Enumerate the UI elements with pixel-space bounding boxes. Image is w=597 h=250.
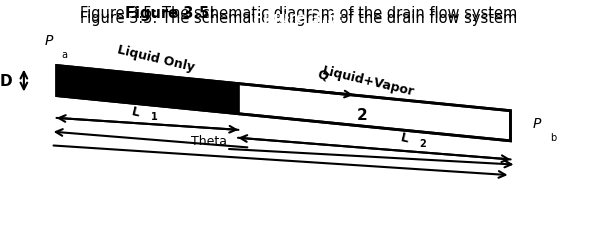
Text: Figure 3.5: The schematic diagram of the drain flow system: Figure 3.5: The schematic diagram of the… <box>80 11 517 26</box>
Text: P: P <box>533 117 541 131</box>
Text: b: b <box>550 132 556 142</box>
Polygon shape <box>57 66 238 114</box>
Text: Figure 3.5:: Figure 3.5: <box>125 6 215 21</box>
Text: Figure 3.5:: Figure 3.5: <box>254 11 343 26</box>
Text: L: L <box>130 104 141 119</box>
Text: Liquid+Vapor: Liquid+Vapor <box>321 64 416 99</box>
Text: 2: 2 <box>419 138 426 148</box>
Text: Q: Q <box>316 68 330 83</box>
Text: D: D <box>0 74 13 89</box>
Text: a: a <box>61 50 67 60</box>
Text: Theta: Theta <box>191 134 227 147</box>
Text: L: L <box>399 130 410 145</box>
Text: 2: 2 <box>357 108 368 123</box>
Text: Figure 3.5: The schematic diagram of the drain flow system: Figure 3.5: The schematic diagram of the… <box>80 6 517 21</box>
Text: 1: 1 <box>150 112 157 121</box>
Text: Liquid Only: Liquid Only <box>116 44 196 74</box>
Polygon shape <box>238 84 510 141</box>
Text: P: P <box>45 34 53 48</box>
